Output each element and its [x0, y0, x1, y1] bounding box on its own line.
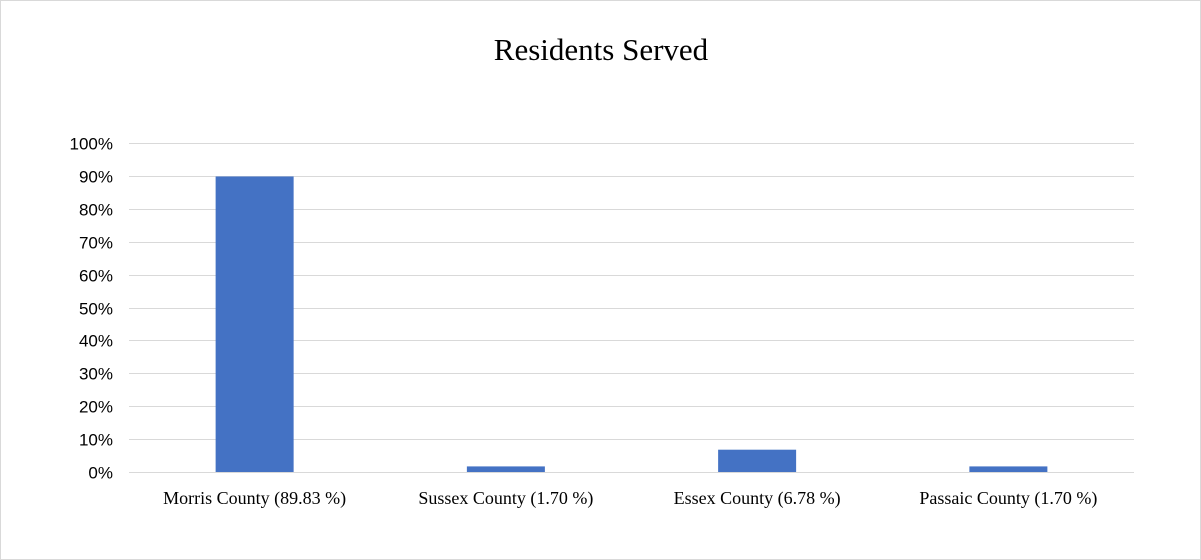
bars	[215, 176, 1048, 473]
bar	[969, 466, 1048, 472]
y-axis-ticks: 0% 10% 20% 30% 40% 50% 60% 70% 80% 90% 100%	[70, 135, 113, 483]
y-tick-label: 50%	[79, 300, 113, 319]
bar	[215, 176, 294, 473]
gridlines	[129, 143, 1134, 473]
y-tick-label: 30%	[79, 365, 113, 384]
y-tick-label: 100%	[70, 135, 113, 154]
y-tick-label: 60%	[79, 267, 113, 286]
y-tick-label: 90%	[79, 168, 113, 187]
y-tick-label: 10%	[79, 431, 113, 450]
y-tick-label: 40%	[79, 332, 113, 351]
bar	[466, 466, 545, 472]
y-tick-label: 70%	[79, 234, 113, 253]
y-tick-label: 20%	[79, 398, 113, 417]
chart-title: Residents Served	[494, 32, 709, 67]
x-tick-label: Essex County (6.78 %)	[674, 488, 841, 509]
x-tick-label: Morris County (89.83 %)	[163, 488, 346, 509]
x-axis-ticks: Morris County (89.83 %) Sussex County (1.…	[163, 488, 1097, 509]
y-tick-label: 80%	[79, 201, 113, 220]
bar	[718, 449, 797, 472]
y-tick-label: 0%	[88, 464, 113, 483]
x-tick-label: Sussex County (1.70 %)	[418, 488, 593, 509]
x-tick-label: Passaic County (1.70 %)	[919, 488, 1097, 509]
